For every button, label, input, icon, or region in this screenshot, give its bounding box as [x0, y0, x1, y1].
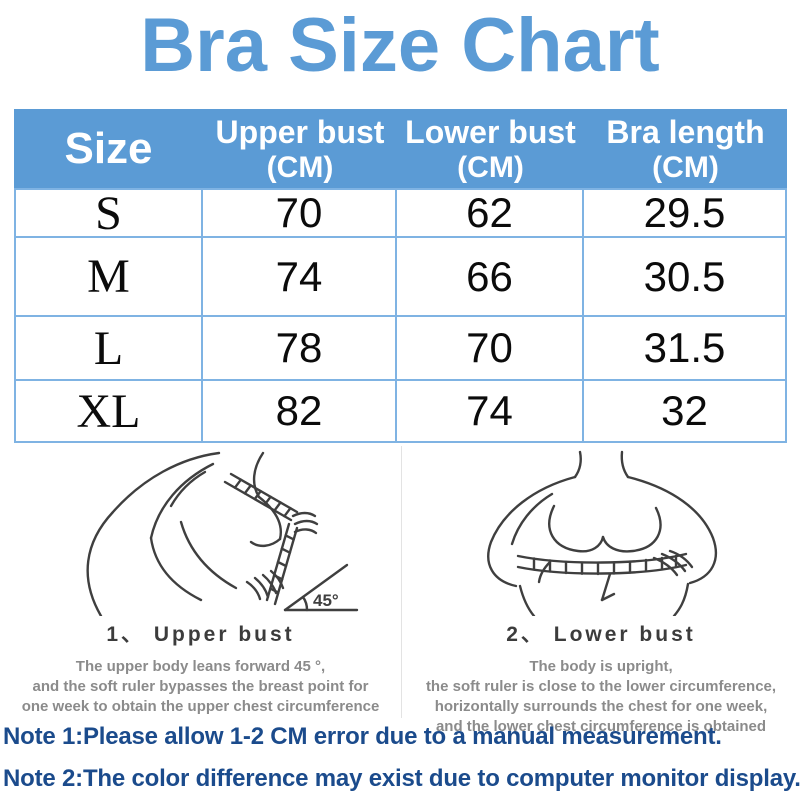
col-header-label: Size	[64, 123, 153, 173]
table-cell: 31.5	[584, 317, 787, 381]
size-label: S	[95, 186, 122, 240]
table-cell: 70	[397, 317, 584, 381]
table-cell: 62	[397, 189, 584, 238]
lower-bust-measuring-figure	[487, 450, 718, 616]
table-cell: 74	[397, 381, 584, 443]
table-cell: 30.5	[584, 238, 787, 317]
bra-length-value: 30.5	[643, 252, 726, 300]
col-header-label: Lower bust	[405, 113, 576, 150]
table-cell: 70	[203, 189, 397, 238]
table-cell: 82	[203, 381, 397, 443]
lower-bust-heading: 2、 Lower bust	[506, 623, 696, 646]
description-line: one week to obtain the upper chest circu…	[21, 698, 380, 715]
size-cell: S	[14, 187, 203, 240]
size-cell: XL	[14, 381, 203, 443]
table-cell: 29.5	[584, 189, 787, 238]
table-cell: 66	[397, 238, 584, 317]
col-header-unit: (CM)	[266, 150, 334, 184]
lower-bust-value: 62	[466, 189, 513, 236]
description-line: and the soft ruler bypasses the breast p…	[32, 678, 369, 695]
col-header-unit: (CM)	[652, 150, 719, 184]
upper-bust-guide-panel: 45° 1、 Upper bust The upper body leans f…	[0, 446, 402, 718]
note-1: Note 1:Please allow 1-2 CM error due to …	[3, 723, 722, 750]
description-line: the soft ruler is close to the lower cir…	[425, 678, 777, 695]
description-line: and the lower chest circumference is obt…	[435, 718, 767, 735]
note-2: Note 2:The color difference may exist du…	[3, 765, 800, 792]
col-header-size: Size	[14, 109, 203, 190]
table-cell: 78	[203, 317, 397, 381]
upper-bust-value: 70	[275, 189, 323, 236]
size-chart-table: Size Upper bust (CM) Lower bust (CM) Bra…	[14, 109, 787, 443]
angle-45-label: 45°	[313, 591, 339, 610]
lower-bust-value: 70	[466, 324, 513, 371]
upper-bust-description: The upper body leans forward 45 °, and t…	[0, 657, 401, 717]
bra-length-value: 31.5	[643, 324, 726, 371]
description-line: The upper body leans forward 45 °,	[75, 658, 326, 675]
size-label: XL	[76, 384, 141, 438]
col-header-label: Bra length	[606, 113, 765, 150]
size-label: L	[93, 321, 124, 375]
lower-bust-guide-panel: 2、 Lower bust The body is upright, the s…	[402, 446, 800, 735]
col-header-label: Upper bust	[215, 113, 385, 150]
bra-length-value: 32	[661, 387, 708, 434]
upper-bust-value: 74	[275, 252, 323, 300]
lower-bust-description: The body is upright, the soft ruler is c…	[402, 657, 800, 737]
bra-length-value: 29.5	[643, 189, 726, 236]
table-cell: 74	[203, 238, 397, 317]
upper-bust-value: 82	[275, 387, 323, 434]
upper-bust-heading: 1、 Upper bust	[106, 623, 295, 646]
col-header-upper-bust: Upper bust (CM)	[203, 109, 397, 190]
description-line: horizontally surrounds the chest for one…	[434, 698, 768, 715]
lower-bust-value: 66	[466, 252, 513, 300]
size-label: M	[87, 250, 130, 303]
upper-bust-value: 78	[275, 324, 323, 371]
size-cell: M	[14, 238, 203, 317]
description-line: The body is upright,	[529, 658, 673, 675]
table-cell: 32	[584, 381, 787, 443]
upper-bust-measuring-figure: 45°	[85, 451, 358, 616]
lower-bust-value: 74	[466, 387, 513, 434]
size-cell: L	[14, 317, 203, 381]
col-header-lower-bust: Lower bust (CM)	[397, 109, 584, 190]
page-title: Bra Size Chart	[140, 3, 660, 88]
col-header-unit: (CM)	[457, 150, 524, 184]
col-header-bra-length: Bra length (CM)	[584, 109, 787, 190]
